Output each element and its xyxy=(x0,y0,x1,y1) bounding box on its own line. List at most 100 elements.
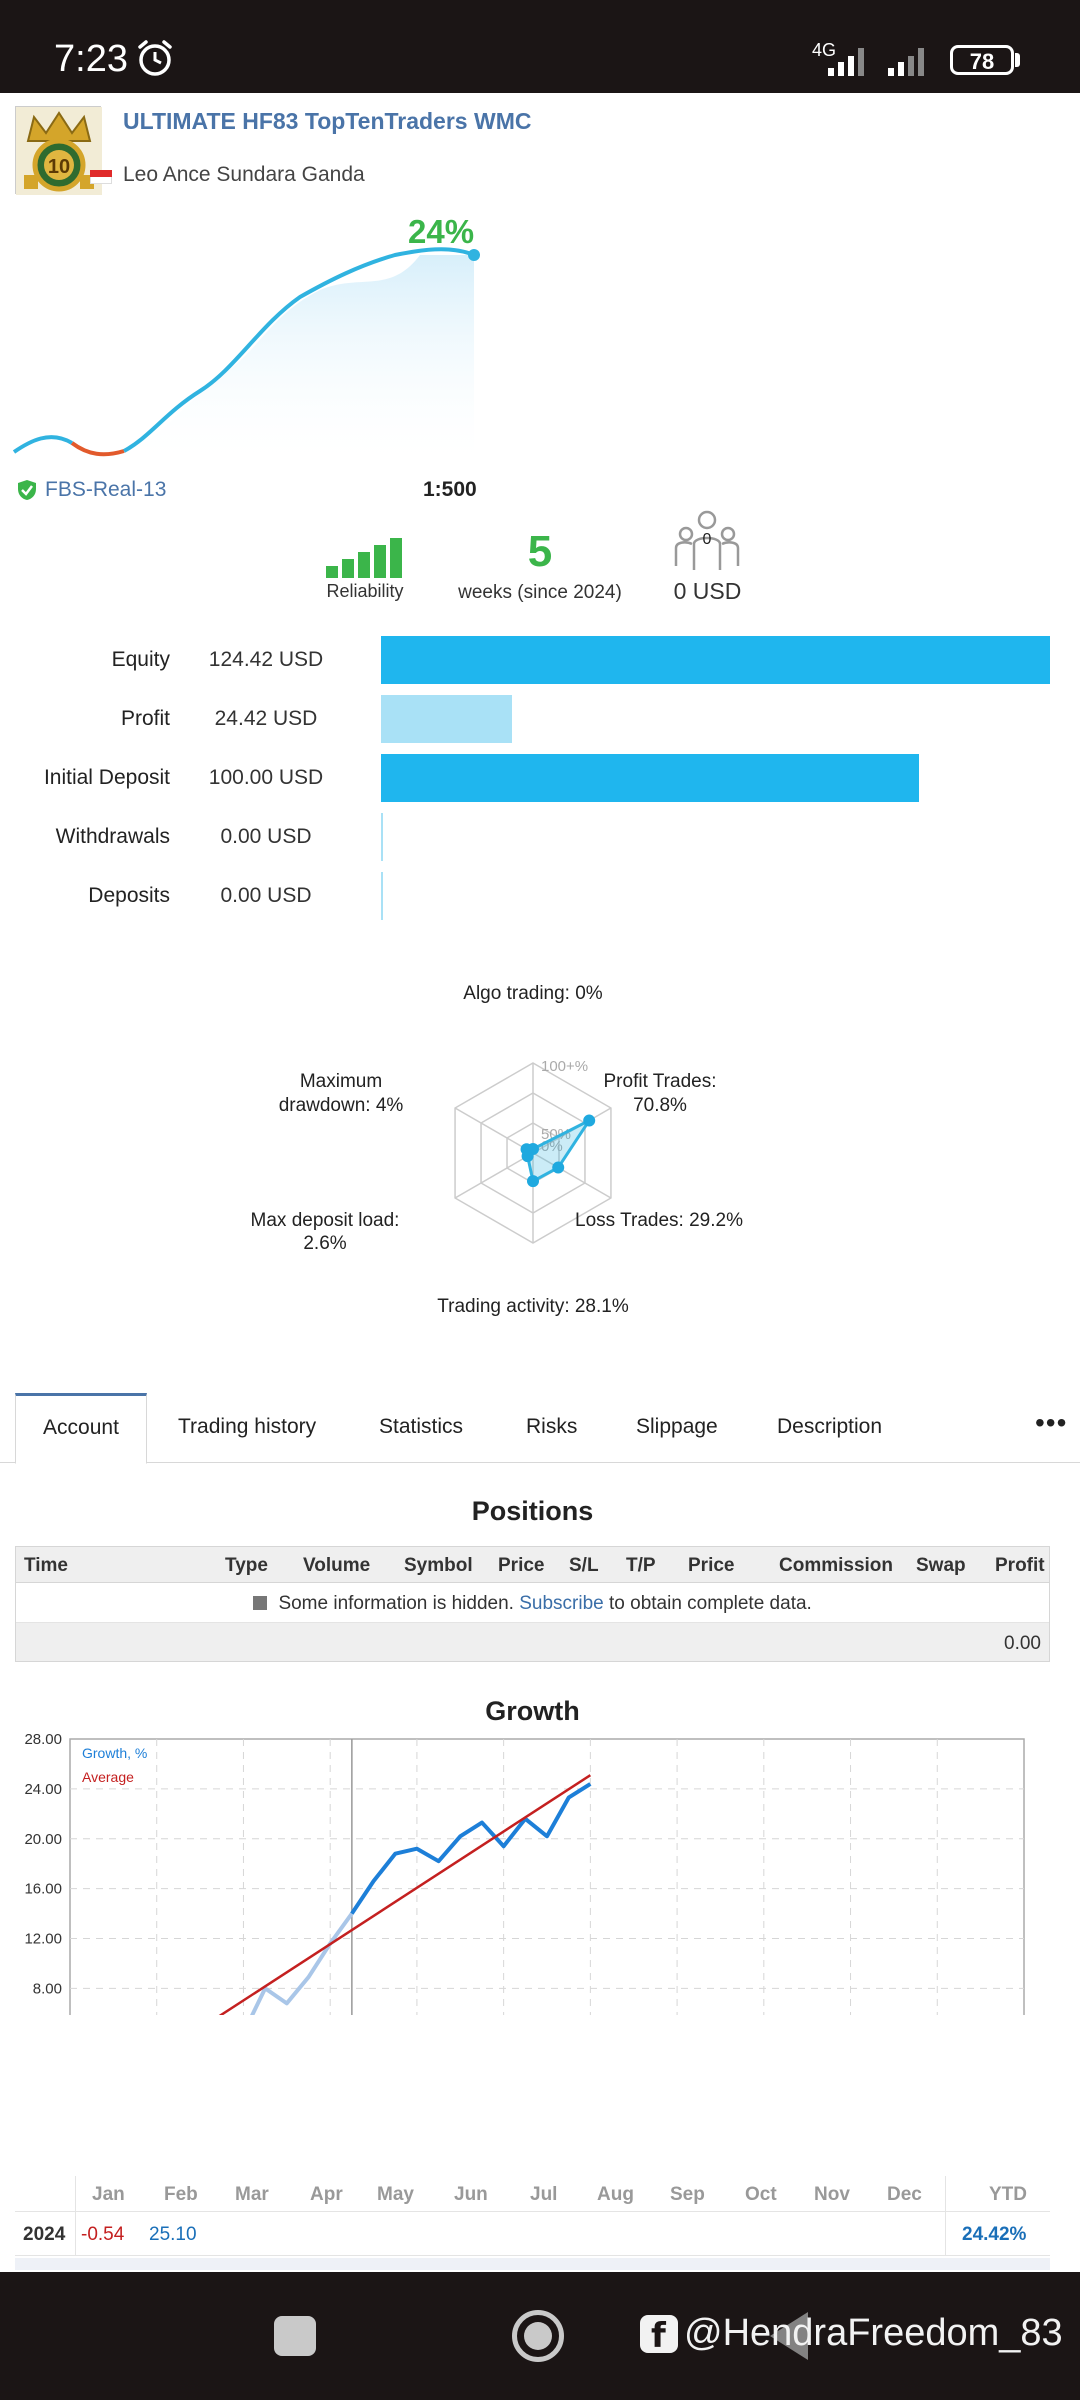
col-type: Type xyxy=(225,1555,268,1576)
tab-statistics[interactable]: Statistics xyxy=(379,1415,464,1438)
table-scroll-strip xyxy=(15,2258,1050,2270)
positions-title: Positions xyxy=(471,1496,594,1526)
radar-label: Trading activity: 28.1% xyxy=(437,1296,629,1317)
balance-bar xyxy=(381,695,513,743)
country-flag-icon xyxy=(90,170,112,184)
radar-label: 70.8% xyxy=(633,1095,687,1116)
year-label: 2024 xyxy=(23,2224,66,2245)
balance-bar xyxy=(381,813,383,861)
signal-icon xyxy=(888,48,924,76)
plot-area xyxy=(69,1738,1025,2015)
y-tick-label: 12.00 xyxy=(24,1931,62,1948)
watermark: f @HendraFreedom_83 xyxy=(640,2312,1063,2356)
balance-value: 0.00 USD xyxy=(220,884,312,907)
subscription-price: 0 USD xyxy=(673,578,742,604)
server-name: FBS-Real-13 xyxy=(45,478,167,501)
hidden-info-notice: Some information is hidden. Subscribe to… xyxy=(16,1583,1049,1623)
yearly-header: Jan Feb Mar Apr May Jun Jul Aug Sep Oct … xyxy=(15,2176,1050,2212)
legend-average: Average xyxy=(82,1769,134,1785)
month-apr: Apr xyxy=(310,2184,343,2205)
alarm-icon xyxy=(138,40,172,76)
radar-label: Loss Trades: 29.2% xyxy=(575,1210,743,1231)
more-tabs-icon[interactable]: ••• xyxy=(1035,1407,1068,1438)
status-time: 7:23 xyxy=(54,38,128,80)
svg-text:10: 10 xyxy=(48,156,70,178)
balance-row: Initial Deposit 100.00 USD xyxy=(0,754,1080,802)
battery-icon: 78 xyxy=(950,45,1014,75)
signal-logo[interactable]: 10 xyxy=(15,106,102,195)
home-icon[interactable] xyxy=(512,2310,564,2362)
radar-label: Max deposit load: xyxy=(251,1210,400,1231)
growth-series-line-past xyxy=(250,1912,354,2015)
growth-series-line xyxy=(350,1782,592,1915)
growth-title: Growth xyxy=(485,1696,580,1726)
average-series-line xyxy=(218,1774,592,2015)
divider xyxy=(75,2176,76,2256)
subscribers-count: 0 xyxy=(703,531,712,548)
tab-description[interactable]: Description xyxy=(777,1415,883,1438)
home-icon-center xyxy=(524,2322,552,2350)
leverage: 1:500 xyxy=(423,478,477,501)
radar-axis xyxy=(532,1152,612,1199)
radar-chart: 100+%50%0%Algo trading: 0%Profit Trades:… xyxy=(251,983,744,1317)
balance-bar xyxy=(381,636,1050,684)
tab-slippage[interactable]: Slippage xyxy=(636,1415,718,1438)
divider xyxy=(945,2176,946,2256)
y-tick-label: 16.00 xyxy=(24,1881,62,1898)
subscribe-link[interactable]: Subscribe xyxy=(519,1593,604,1614)
reliability-label: Reliability xyxy=(326,581,404,601)
recent-apps-icon[interactable] xyxy=(274,2316,316,2356)
legend-growth: Growth, % xyxy=(82,1745,147,1761)
balance-row: Deposits 0.00 USD xyxy=(0,872,1080,920)
signal-owner[interactable]: Leo Ance Sundara Ganda xyxy=(123,163,365,186)
tab-risks[interactable]: Risks xyxy=(526,1415,578,1438)
month-jan: Jan xyxy=(92,2184,125,2205)
col-sl: S/L xyxy=(569,1555,599,1576)
y-tick-label: 28.00 xyxy=(24,1731,62,1748)
radar-point xyxy=(527,1175,539,1188)
month-jul: Jul xyxy=(530,2184,558,2205)
radar-label: Profit Trades: xyxy=(604,1071,717,1092)
month-mar: Mar xyxy=(235,2184,269,2205)
facebook-icon: f xyxy=(640,2314,678,2356)
battery-level: 78 xyxy=(969,49,995,74)
y-tick-label: 8.00 xyxy=(33,1980,62,1997)
y-tick-label: 20.00 xyxy=(24,1831,62,1848)
balance-label: Profit xyxy=(120,707,170,730)
tab-account[interactable]: Account xyxy=(15,1393,147,1464)
col-price-current: Price xyxy=(688,1555,735,1576)
balance-value: 24.42 USD xyxy=(214,707,318,730)
return-jan: -0.54 xyxy=(81,2224,125,2245)
radar-label: drawdown: 4% xyxy=(279,1095,404,1116)
back-icon[interactable] xyxy=(770,2312,808,2360)
radar-point xyxy=(520,1143,533,1156)
lock-icon xyxy=(253,1596,268,1610)
tab-trading-history[interactable]: Trading history xyxy=(178,1415,317,1438)
radar-point xyxy=(552,1161,565,1174)
balance-bar xyxy=(381,754,919,802)
return-feb: 25.10 xyxy=(149,2224,197,2245)
battery-nub xyxy=(1015,53,1020,67)
signal-title[interactable]: ULTIMATE HF83 TopTenTraders WMC xyxy=(123,108,532,134)
col-volume: Volume xyxy=(303,1555,371,1576)
growth-percentage: 24% xyxy=(408,213,475,250)
balance-bar xyxy=(381,872,383,920)
balance-row: Profit 24.42 USD xyxy=(0,695,1080,743)
month-nov: Nov xyxy=(814,2184,850,2205)
watermark-text: @HendraFreedom_83 xyxy=(684,2312,1063,2354)
y-tick-label: 24.00 xyxy=(24,1781,62,1798)
radar-scale-label: 100+% xyxy=(541,1058,588,1075)
status-bar: 7:23 4G 78 xyxy=(0,0,1080,93)
growth-mini-chart xyxy=(12,247,480,470)
balance-label: Initial Deposit xyxy=(43,766,170,789)
subscribers-icon: 0 xyxy=(674,510,740,570)
growth-chart: 04812162024283236404428.0024.0020.0016.0… xyxy=(24,1731,1025,2015)
balance-label: Deposits xyxy=(88,884,170,907)
radar-label: Maximum xyxy=(300,1071,382,1092)
col-price: Price xyxy=(498,1555,545,1576)
col-swap: Swap xyxy=(916,1555,966,1576)
month-feb: Feb xyxy=(164,2184,198,2205)
server-link[interactable]: FBS-Real-13 xyxy=(17,478,166,502)
col-symbol: Symbol xyxy=(404,1555,473,1576)
ytd-header: YTD xyxy=(989,2184,1027,2205)
